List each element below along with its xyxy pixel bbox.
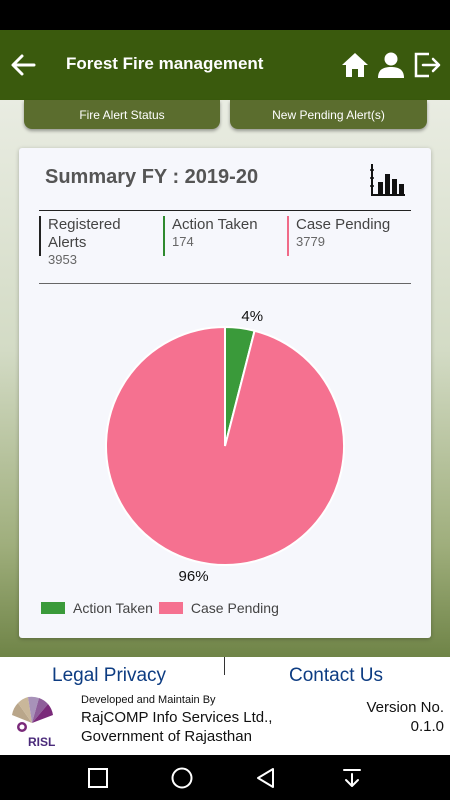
developed-by-text: Developed and Maintain By <box>81 694 216 706</box>
summary-card: Summary FY : 2019-20 Registered Alerts 3… <box>19 148 431 638</box>
stat-value: 3779 <box>296 234 325 249</box>
stat-registered-alerts: Registered Alerts 3953 <box>39 216 157 267</box>
legend-swatch <box>158 602 183 614</box>
stat-value: 174 <box>172 234 194 249</box>
app-title: Forest Fire management <box>66 54 264 73</box>
new-pending-alerts-button[interactable]: New Pending Alert(s) <box>230 100 427 129</box>
status-bar <box>0 0 450 30</box>
pie-slice-case-pending <box>105 325 345 566</box>
stat-action-taken: Action Taken 174 <box>163 216 281 256</box>
recents-icon[interactable] <box>86 766 110 790</box>
collapse-nav-icon[interactable] <box>340 766 364 790</box>
legal-privacy-link[interactable]: Legal Privacy <box>52 665 167 686</box>
pie-label-action-taken: 4% <box>241 308 263 325</box>
logout-icon[interactable] <box>412 50 442 80</box>
svg-text:RISL: RISL <box>28 735 55 749</box>
home-icon[interactable] <box>340 50 370 80</box>
stat-label: Registered Alerts <box>48 216 121 251</box>
legend-label: Action Taken <box>73 600 153 616</box>
pie-label-case-pending: 96% <box>179 568 209 585</box>
divider-bottom <box>39 283 411 284</box>
version-number: 0.1.0 <box>410 718 444 735</box>
back-arrow-icon[interactable] <box>8 50 38 80</box>
stat-value: 3953 <box>48 252 77 267</box>
legend-item-case-pending: Case Pending <box>158 600 279 616</box>
risl-logo: RISL <box>12 696 55 749</box>
divider-top <box>39 210 411 211</box>
back-nav-icon[interactable] <box>254 766 278 790</box>
home-nav-icon[interactable] <box>170 766 194 790</box>
legend-label: Case Pending <box>190 600 279 616</box>
app-bar: Forest Fire management <box>0 30 450 100</box>
user-icon[interactable] <box>376 50 406 80</box>
summary-title: Summary FY : 2019-20 <box>45 166 259 188</box>
company-name: RajCOMP Info Services Ltd., <box>81 709 273 726</box>
bar-chart-icon[interactable] <box>369 162 407 198</box>
version-label: Version No. <box>366 699 444 716</box>
contact-us-link[interactable]: Contact Us <box>289 665 383 686</box>
chart-legend: Action Taken Case Pending <box>41 600 285 616</box>
legend-item-action-taken: Action Taken <box>41 600 153 616</box>
system-nav-bar <box>0 755 450 800</box>
legend-swatch <box>41 602 65 614</box>
footer-divider <box>224 657 225 675</box>
footer: Legal Privacy Contact Us RISL Developed … <box>0 657 450 755</box>
stat-case-pending: Case Pending 3779 <box>287 216 411 256</box>
stat-label: Case Pending <box>296 216 391 233</box>
pie-chart: 4% 96% <box>105 308 345 585</box>
stat-label: Action Taken <box>172 216 258 233</box>
fire-alert-status-button[interactable]: Fire Alert Status <box>24 100 220 129</box>
government-name: Government of Rajasthan <box>81 728 252 745</box>
